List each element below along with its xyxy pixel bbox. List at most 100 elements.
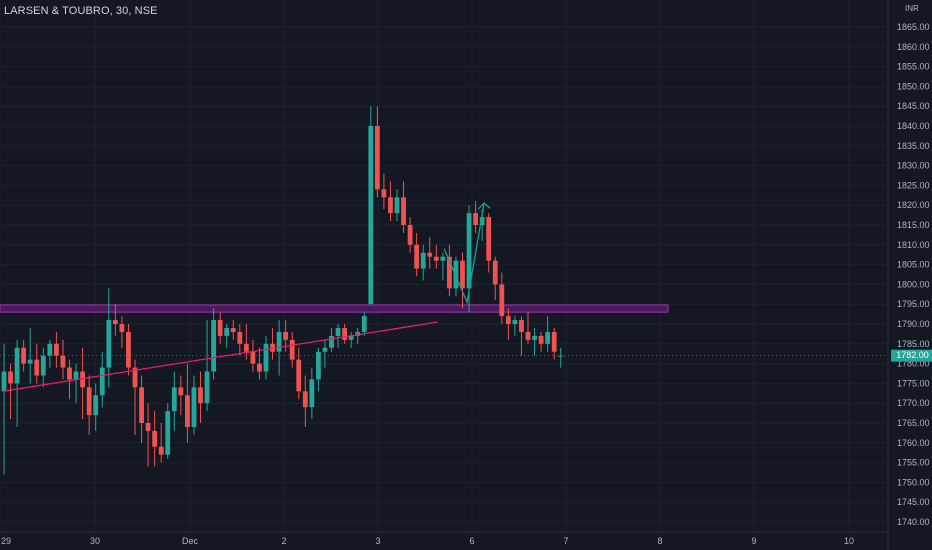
price-tick-label: 1755.00 xyxy=(897,458,930,468)
candle-body xyxy=(505,316,511,324)
candle-body xyxy=(158,446,164,455)
candle-body xyxy=(519,320,524,332)
candle-body xyxy=(322,347,328,352)
candle-body xyxy=(34,359,40,376)
price-tick-label: 1805.00 xyxy=(897,260,930,270)
candle-body xyxy=(453,260,459,289)
candle-body xyxy=(302,391,308,408)
price-tick-label: 1800.00 xyxy=(897,279,930,289)
candle-body xyxy=(551,331,557,352)
candle-body xyxy=(80,371,85,388)
trendline xyxy=(2,321,438,392)
candle-body xyxy=(283,331,289,340)
candle-body xyxy=(316,351,321,380)
candle-body xyxy=(512,320,518,324)
price-tick-label: 1825.00 xyxy=(897,180,930,190)
grid-lines xyxy=(0,0,888,532)
time-tick-label: 29 xyxy=(1,536,11,546)
candle-body xyxy=(257,363,262,372)
candle-body xyxy=(165,411,171,455)
price-tick-label: 1810.00 xyxy=(897,240,930,250)
candle-body xyxy=(427,252,433,257)
time-tick-label: 7 xyxy=(563,536,568,546)
price-tick-label: 1790.00 xyxy=(897,319,930,329)
current-price-box xyxy=(891,349,932,362)
candle-body xyxy=(296,359,302,392)
candle-body xyxy=(309,379,315,408)
projection-path xyxy=(443,203,485,305)
candle-body xyxy=(532,335,537,340)
price-tick-label: 1740.00 xyxy=(897,517,930,527)
time-tick-label: 2 xyxy=(281,536,286,546)
price-tick-label: 1835.00 xyxy=(897,141,930,151)
candle-body xyxy=(499,284,505,317)
candle-body xyxy=(191,387,197,427)
candle-body xyxy=(368,126,374,305)
time-tick-label: Dec xyxy=(182,536,199,546)
candle-body xyxy=(40,355,46,376)
price-tick-label: 1845.00 xyxy=(897,101,930,111)
price-tick-label: 1860.00 xyxy=(897,42,930,52)
candle-body xyxy=(335,327,341,336)
candle-body xyxy=(394,197,400,214)
candle-body xyxy=(289,339,295,360)
candle-body xyxy=(1,371,7,392)
candle-body xyxy=(440,256,446,261)
time-tick-label: 8 xyxy=(657,536,662,546)
candle-body xyxy=(54,343,59,356)
candle-body xyxy=(545,331,551,344)
candle-body xyxy=(473,213,478,225)
price-tick-label: 1760.00 xyxy=(897,438,930,448)
candle-body xyxy=(447,256,452,289)
candle-body xyxy=(460,260,465,289)
candle-body xyxy=(420,252,426,269)
time-axis: 29 30 Dec 2 3 6 7 8 9 10 xyxy=(0,531,888,546)
candle-body xyxy=(139,387,144,423)
candle-body xyxy=(348,335,354,340)
candle-body xyxy=(47,343,53,356)
candle-body xyxy=(178,387,184,396)
chart-title: LARSEN & TOUBRO, 30, NSE xyxy=(4,5,158,17)
current-price-tag: 1782.00 xyxy=(896,349,929,360)
candle-body xyxy=(145,423,151,431)
candle-body xyxy=(407,225,413,245)
candle-body xyxy=(60,355,66,368)
candles xyxy=(1,106,564,475)
candle-body xyxy=(14,347,20,384)
price-tick-label: 1855.00 xyxy=(897,62,930,72)
candle-body xyxy=(414,244,420,269)
candle-body xyxy=(132,367,138,388)
candle-body xyxy=(558,355,564,357)
candle-body xyxy=(492,260,498,285)
candle-body xyxy=(171,387,177,412)
currency-label: INR xyxy=(905,4,919,13)
candle-body xyxy=(479,217,485,225)
candle-body xyxy=(388,197,393,214)
price-tick-label: 1745.00 xyxy=(897,497,930,507)
candle-body xyxy=(230,327,236,332)
time-tick-label: 30 xyxy=(90,536,100,546)
candle-body xyxy=(276,331,282,352)
price-tick-label: 1750.00 xyxy=(897,477,930,487)
time-tick-label: 10 xyxy=(844,536,854,546)
price-tick-label: 1850.00 xyxy=(897,81,930,91)
candle-body xyxy=(355,331,361,336)
candle-body xyxy=(329,335,334,348)
price-tick-label: 1820.00 xyxy=(897,200,930,210)
price-tick-label: 1795.00 xyxy=(897,299,930,309)
support-zone-rect xyxy=(0,304,669,313)
candle-body xyxy=(204,371,210,404)
candle-body xyxy=(93,395,99,416)
candle-body xyxy=(263,343,269,372)
time-tick-label: 3 xyxy=(375,536,380,546)
candle-body xyxy=(198,387,203,404)
candle-body xyxy=(217,320,223,336)
price-tick-label: 1815.00 xyxy=(897,220,930,230)
price-tick-label: 1775.00 xyxy=(897,378,930,388)
candle-body xyxy=(119,324,125,332)
price-tick-label: 1785.00 xyxy=(897,339,930,349)
candle-body xyxy=(243,343,249,352)
